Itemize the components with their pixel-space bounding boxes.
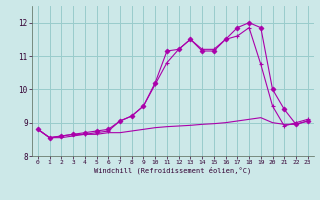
X-axis label: Windchill (Refroidissement éolien,°C): Windchill (Refroidissement éolien,°C) [94, 167, 252, 174]
